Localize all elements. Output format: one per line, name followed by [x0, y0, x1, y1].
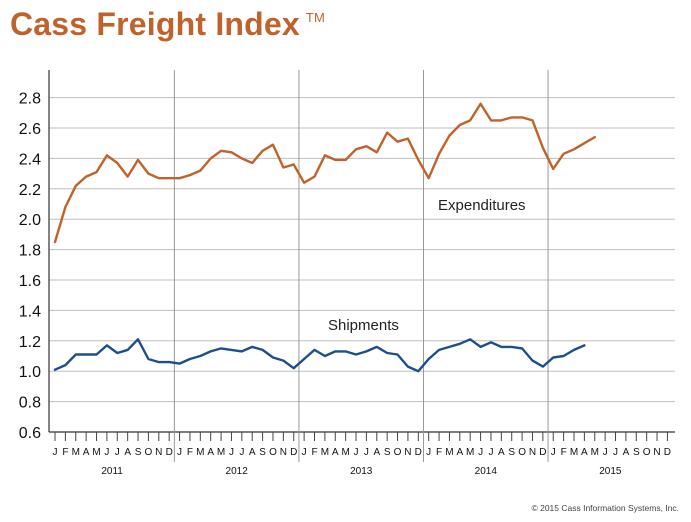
x-month-label: M [591, 447, 599, 458]
x-month-label: O [518, 447, 526, 458]
x-month-label: J [354, 447, 359, 458]
y-tick-label: 1.2 [19, 334, 41, 351]
y-tick-label: 1.4 [19, 303, 41, 320]
x-month-label: J [364, 447, 369, 458]
x-month-label: M [466, 447, 474, 458]
y-tick-label: 1.0 [19, 364, 41, 381]
x-month-label: A [623, 447, 630, 458]
x-month-label: N [280, 447, 287, 458]
x-month-label: D [539, 447, 546, 458]
copyright-notice: © 2015 Cass Information Systems, Inc. [531, 503, 679, 513]
x-month-label: J [478, 447, 483, 458]
y-tick-label: 2.4 [19, 151, 41, 168]
x-month-label: A [581, 447, 588, 458]
x-month-label: M [196, 447, 204, 458]
x-month-label: S [384, 447, 391, 458]
x-month-label: N [155, 447, 162, 458]
y-tick-label: 0.6 [19, 425, 41, 442]
x-year-label: 2012 [226, 466, 249, 477]
y-tick-label: 2.2 [19, 182, 41, 199]
expenditures-line [53, 102, 596, 244]
x-month-label: J [603, 447, 608, 458]
y-tick-label: 0.8 [19, 395, 41, 412]
trademark-mark: TM [305, 10, 326, 25]
x-month-label: A [124, 447, 131, 458]
shipments-series-label: Shipments [328, 317, 399, 334]
x-month-label: A [83, 447, 90, 458]
x-month-label: A [249, 447, 256, 458]
x-month-label: J [426, 447, 431, 458]
x-month-label: O [269, 447, 277, 458]
x-month-label: M [445, 447, 453, 458]
x-month-label: A [373, 447, 380, 458]
x-month-label: N [529, 447, 536, 458]
x-month-label: F [311, 447, 317, 458]
x-month-label: J [551, 447, 556, 458]
x-month-label: O [145, 447, 153, 458]
x-year-label: 2014 [475, 466, 498, 477]
x-month-label: J [115, 447, 120, 458]
x-month-label: S [508, 447, 515, 458]
x-month-label: A [456, 447, 463, 458]
x-month-label: F [436, 447, 442, 458]
x-month-label: D [290, 447, 297, 458]
y-tick-label: 1.6 [19, 273, 41, 290]
x-month-label: J [177, 447, 182, 458]
x-month-label: J [229, 447, 234, 458]
x-month-label: O [643, 447, 651, 458]
y-tick-label: 2.0 [19, 212, 41, 229]
x-year-label: 2013 [350, 466, 373, 477]
expenditures-series-label: Expenditures [438, 197, 526, 214]
x-month-label: F [62, 447, 68, 458]
x-month-label: J [488, 447, 493, 458]
chart-title: Cass Freight Index TM [10, 6, 325, 43]
x-month-label: J [302, 447, 307, 458]
x-month-label: J [104, 447, 109, 458]
shipments-line [53, 338, 586, 373]
x-month-label: O [394, 447, 402, 458]
x-month-label: A [498, 447, 505, 458]
x-month-label: N [653, 447, 660, 458]
x-month-label: M [341, 447, 349, 458]
x-month-label: S [259, 447, 266, 458]
y-tick-label: 2.6 [19, 121, 41, 138]
y-tick-label: 1.8 [19, 243, 41, 260]
x-month-label: J [53, 447, 58, 458]
x-month-label: J [613, 447, 618, 458]
x-month-label: M [217, 447, 225, 458]
x-year-label: 2015 [599, 466, 622, 477]
x-month-label: J [239, 447, 244, 458]
x-month-label: N [404, 447, 411, 458]
x-month-label: M [570, 447, 578, 458]
x-month-label: D [664, 447, 671, 458]
x-month-label: D [415, 447, 422, 458]
x-month-label: D [166, 447, 173, 458]
x-month-label: A [332, 447, 339, 458]
y-tick-label: 2.8 [19, 91, 41, 108]
x-month-label: M [321, 447, 329, 458]
x-month-label: M [92, 447, 100, 458]
x-month-label: A [207, 447, 214, 458]
x-month-label: S [135, 447, 142, 458]
chart-title-text: Cass Freight Index [10, 6, 300, 42]
x-month-label: M [72, 447, 80, 458]
x-month-label: S [633, 447, 640, 458]
x-month-label: F [561, 447, 567, 458]
x-month-label: F [187, 447, 193, 458]
x-year-label: 2011 [101, 466, 123, 477]
